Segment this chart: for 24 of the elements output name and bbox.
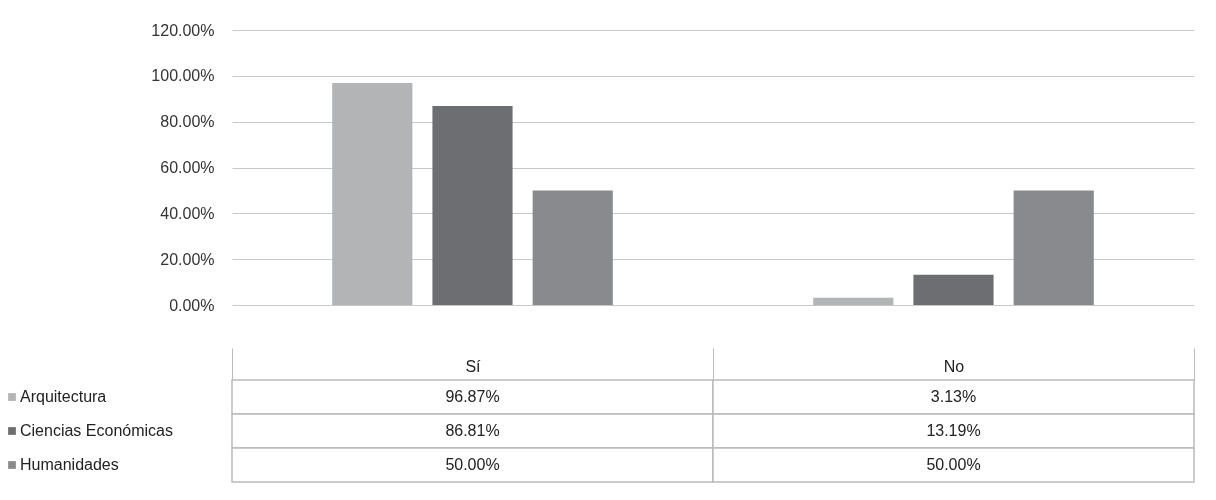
data-label: 86.81% (445, 422, 500, 439)
bar (913, 274, 994, 305)
bar (432, 106, 513, 305)
bar (813, 297, 894, 305)
bar (332, 83, 413, 305)
y-tick-label: 100.00% (151, 67, 215, 85)
y-tick-label: 0.00% (169, 296, 215, 314)
data-label: 50.00% (926, 456, 981, 473)
y-tick-label: 120.00% (151, 21, 215, 39)
bar (532, 190, 613, 305)
y-tick-label: 40.00% (160, 204, 215, 222)
bar (1013, 190, 1094, 305)
data-label: 96.87% (445, 388, 500, 405)
data-label: 3.13% (930, 388, 977, 405)
y-tick-label: 60.00% (160, 159, 215, 176)
y-tick-label: 80.00% (160, 113, 215, 131)
data-label: 50.00% (445, 456, 500, 473)
x-tick-label: No (943, 357, 965, 375)
y-tick-label: 20.00% (160, 250, 215, 268)
legend-label: Humanidades (20, 456, 119, 473)
legend-label: Ciencias Económicas (20, 422, 173, 439)
data-label: 13.19% (926, 422, 981, 439)
legend-label: Arquitectura (20, 388, 107, 405)
x-tick-label: Sí (465, 357, 482, 375)
